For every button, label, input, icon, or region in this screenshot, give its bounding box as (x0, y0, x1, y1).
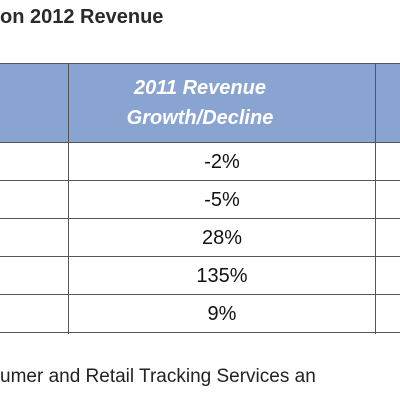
footnote: umer and Retail Tracking Services an (0, 366, 316, 387)
header-row (0, 63, 400, 143)
table-cell: 9% (207, 303, 237, 325)
table-row (0, 257, 400, 295)
table-row (0, 143, 400, 181)
column-border (375, 63, 376, 334)
title: on 2012 Revenue (0, 6, 164, 28)
table-row (0, 219, 400, 257)
column-header: 2011 Revenue Growth/Decline (126, 77, 274, 129)
table-cell: -5% (204, 189, 240, 211)
table-row (0, 295, 400, 333)
table-cell: -2% (204, 151, 240, 173)
table-cell: 135% (196, 265, 248, 287)
table-cell: 28% (201, 227, 243, 249)
table-row (0, 181, 400, 219)
column-border (68, 63, 69, 334)
